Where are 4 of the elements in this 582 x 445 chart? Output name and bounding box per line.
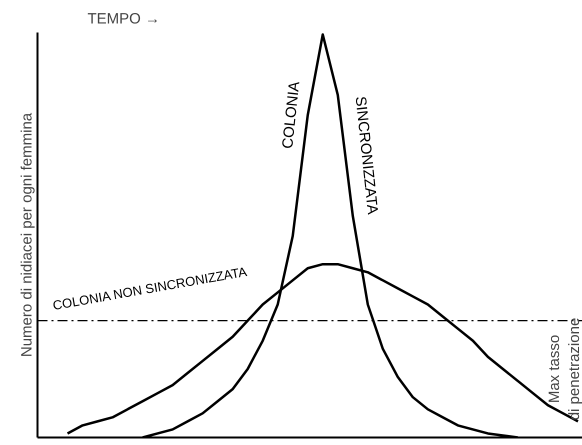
y-axis-title: Numero di nidiacei per ogni femmina (18, 112, 36, 358)
x-axis-title: TEMPO → (88, 10, 160, 28)
ref-line-label: Max tasso di penetrazione (546, 318, 582, 420)
text: COLONIA SINCRONIZZATA (279, 80, 381, 216)
